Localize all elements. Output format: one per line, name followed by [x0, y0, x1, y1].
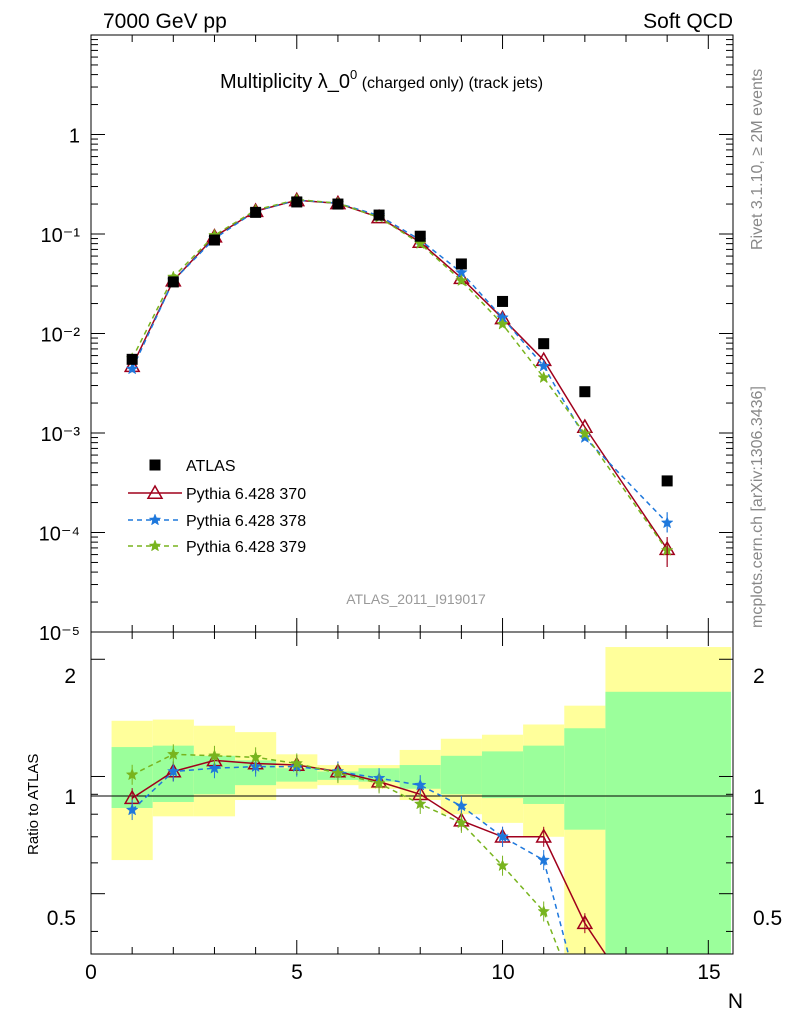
- data-point-atlas: [579, 386, 591, 398]
- ratio-point-p379: [496, 859, 509, 872]
- data-point-p378: [537, 359, 551, 372]
- main-y-tick-label: 10⁻³: [41, 424, 81, 446]
- main-y-tick-label: 1: [69, 126, 80, 148]
- energy-label: 7000 GeV pp: [103, 10, 227, 33]
- ratio-y-tick-label-right: 0.5: [753, 907, 782, 930]
- x-tick-label: 5: [291, 961, 303, 984]
- legend-marker-p378: [148, 513, 162, 526]
- ratio-point-p378: [496, 830, 509, 843]
- data-point-atlas: [126, 353, 138, 365]
- ratio-point-p379: [290, 756, 304, 769]
- data-point-p378: [578, 430, 592, 443]
- band-green: [440, 755, 482, 795]
- data-point-p379: [496, 317, 509, 330]
- data-point-atlas: [167, 276, 179, 288]
- band-green: [523, 745, 565, 804]
- ratio-point-p370: [576, 914, 594, 930]
- ratio-point-p379: [125, 768, 139, 781]
- data-point-p379: [537, 370, 551, 384]
- band-green: [605, 691, 731, 954]
- plot-title: Multiplicity λ_00 (charged only) (track …: [220, 67, 543, 93]
- ratio-point-p370: [535, 828, 552, 843]
- ratio-point-p379: [455, 816, 468, 829]
- title-main: Multiplicity λ_0: [220, 71, 350, 93]
- ratio-point-p379: [331, 766, 345, 779]
- rivet-label: Rivet 3.1.10, ≥ 2M events: [749, 69, 766, 250]
- main-y-tick-label: 10⁻⁵: [39, 623, 80, 645]
- main-y-tick-labels: 10⁻⁵ 10⁻⁴ 10⁻³ 10⁻² 10⁻¹ 1: [39, 126, 81, 646]
- legend-marker-p370: [146, 484, 164, 499]
- ratio-point-p379: [413, 797, 427, 810]
- ratio-y-tick-label: 0.5: [47, 907, 76, 930]
- legend-label-atlas: ATLAS: [186, 458, 236, 475]
- x-tick-label: 10: [491, 961, 514, 984]
- ratio-y-tick-label: 1: [64, 786, 76, 809]
- main-axis-ticks: [90, 35, 733, 633]
- ratio-point-p379: [372, 776, 386, 789]
- legend-marker-atlas: [149, 459, 161, 471]
- data-point-atlas: [538, 338, 550, 350]
- data-point-atlas: [291, 196, 303, 208]
- main-series-layer: [123, 191, 676, 568]
- ratio-series-layer: [123, 744, 607, 955]
- ratio-line-p378: [131, 765, 570, 955]
- x-tick-label: 0: [85, 961, 97, 984]
- data-point-atlas: [414, 230, 426, 242]
- main-panel: 10⁻⁵ 10⁻⁴ 10⁻³ 10⁻² 10⁻¹ 1 Multiplicity λ_00 …: [39, 34, 734, 646]
- ratio-y-tick-label-right: 2: [753, 665, 765, 688]
- data-point-p379: [455, 273, 468, 287]
- ratio-point-p379: [166, 747, 180, 760]
- data-point-p378: [125, 362, 139, 375]
- analysis-label: ATLAS_2011_I919017: [346, 591, 486, 607]
- data-point-atlas: [332, 198, 344, 210]
- title-superscript: 0: [350, 67, 357, 82]
- data-point-atlas: [455, 258, 467, 270]
- ratio-point-p378: [455, 799, 468, 812]
- ratio-axis-ticks: [90, 632, 733, 954]
- band-green: [564, 728, 606, 830]
- ratio-point-p379: [537, 904, 551, 917]
- ratio-point-p378: [537, 853, 551, 866]
- legend-label-p378: Pythia 6.428 378: [186, 513, 306, 530]
- title-suffix: (charged only) (track jets): [357, 75, 543, 92]
- data-point-atlas: [250, 206, 262, 218]
- data-point-atlas: [208, 234, 220, 246]
- ratio-point-p379: [208, 749, 221, 762]
- ratio-y-tick-label-right: 1: [753, 786, 765, 809]
- x-axis-label: N: [728, 990, 743, 1013]
- legend-marker-p379: [148, 539, 162, 552]
- ratio-point-p378: [208, 761, 221, 774]
- main-y-tick-label: 10⁻²: [41, 325, 81, 347]
- ratio-frame: [90, 631, 734, 955]
- x-tick-label: 15: [697, 961, 720, 984]
- ratio-point-p378: [413, 778, 427, 791]
- data-point-atlas: [661, 475, 673, 487]
- legend: ATLAS Pythia 6.428 370 Pythia 6.428 378 Pyt…: [128, 458, 306, 556]
- ratio-panel: 0.5 1 2 0.5 1 2 0 5 10 15 Ratio to ATLAS…: [25, 631, 782, 1013]
- main-y-tick-label: 10⁻⁴: [39, 524, 80, 546]
- legend-label-p379: Pythia 6.428 379: [186, 539, 306, 556]
- ratio-y-tick-label: 2: [64, 665, 76, 688]
- data-point-atlas: [373, 209, 385, 221]
- data-point-p379: [578, 427, 592, 440]
- band-green: [481, 751, 524, 799]
- ratio-y-axis-label: Ratio to ATLAS: [25, 754, 42, 855]
- ratio-point-p378: [166, 764, 180, 777]
- ratio-point-p379: [249, 750, 262, 763]
- ratio-line-p379: [131, 753, 561, 955]
- mcplots-label: mcplots.cern.ch [arXiv:1306.3436]: [749, 386, 766, 628]
- main-y-tick-label: 10⁻¹: [41, 225, 81, 247]
- category-label: Soft QCD: [643, 10, 733, 33]
- data-point-atlas: [497, 295, 509, 307]
- ratio-point-p378: [125, 803, 139, 816]
- legend-label-p370: Pythia 6.428 370: [186, 486, 306, 503]
